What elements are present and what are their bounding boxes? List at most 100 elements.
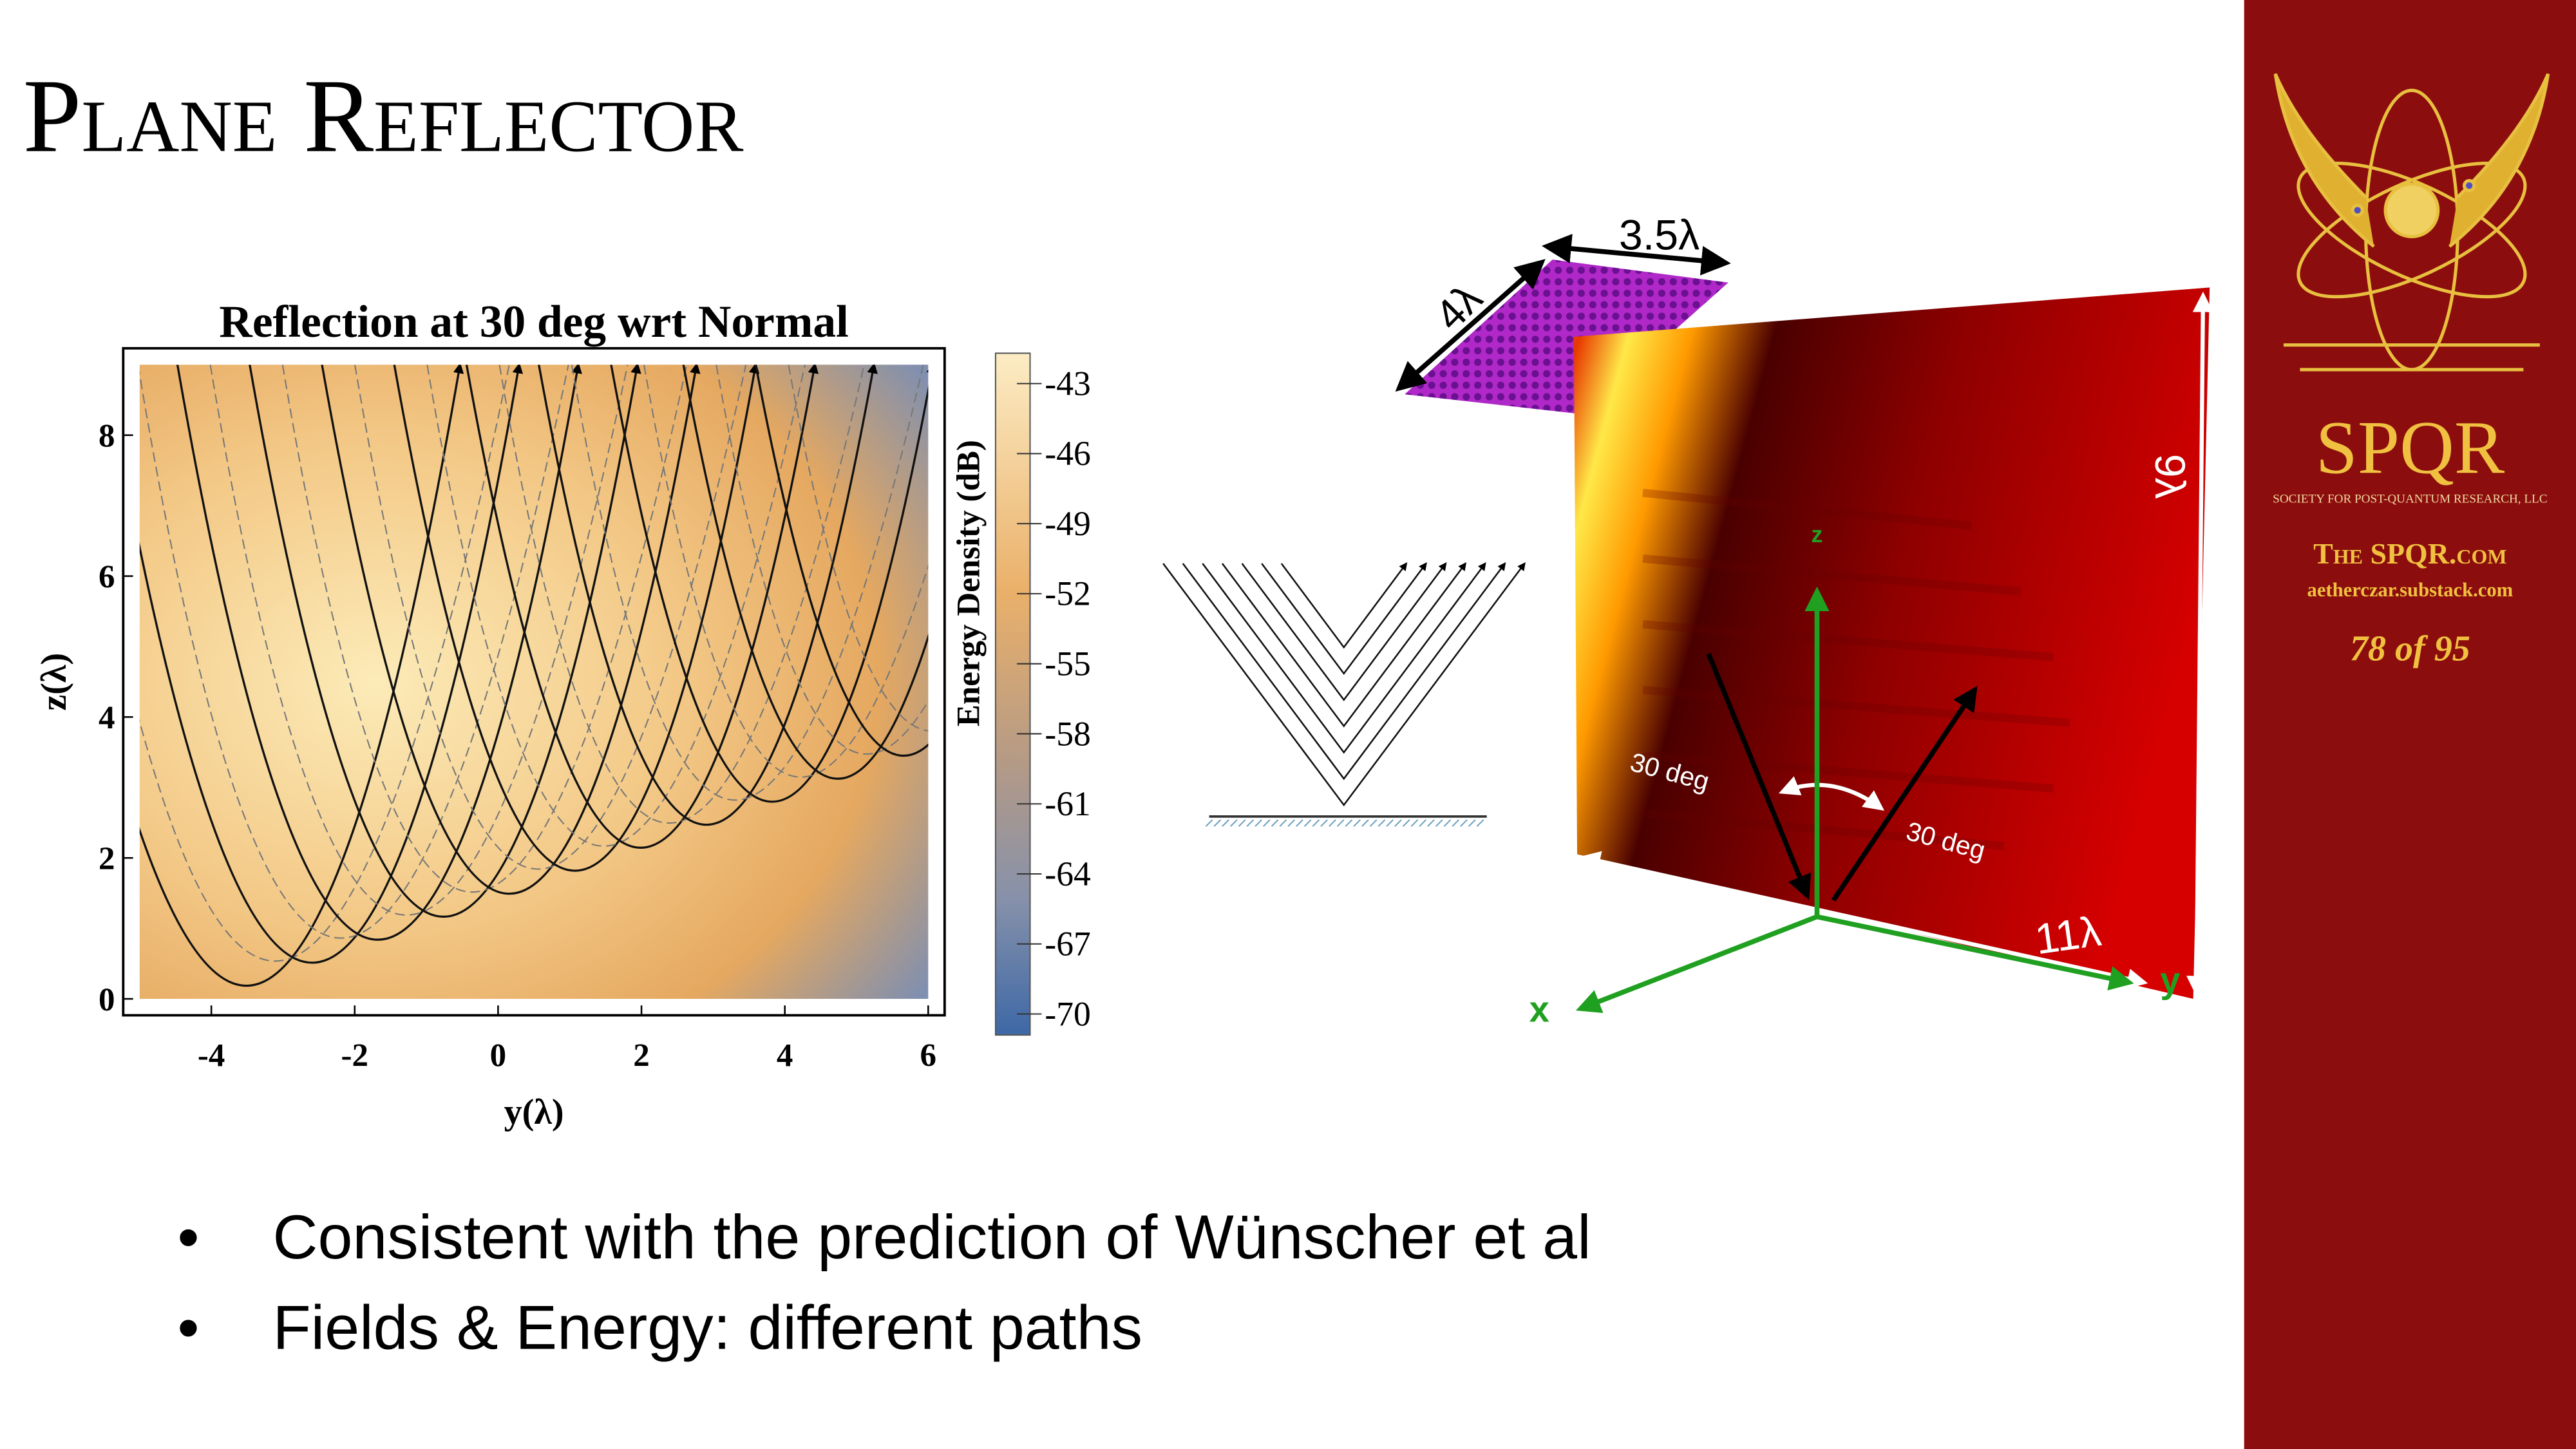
brand: SPQR (2316, 406, 2505, 490)
bullet-list: • Consistent with the prediction of Wüns… (178, 1202, 1591, 1362)
contour-line (139, 365, 569, 939)
height-label: 9λ (2146, 454, 2193, 499)
contour-line (139, 365, 510, 962)
y-axis-arrow (1816, 914, 2134, 990)
hatch (1255, 819, 1262, 827)
hatch (1320, 819, 1328, 827)
streamline (249, 365, 641, 918)
hatch (1246, 819, 1255, 827)
x-tick-label: 4 (777, 1038, 793, 1074)
hatch (1312, 819, 1320, 827)
field-plot: 3.5λ 4λ 9λ 11λ 30 deg 30 deg x y z (1395, 212, 2213, 1030)
hatch (1345, 819, 1353, 827)
y-tick-label: 2 (99, 841, 115, 877)
streamline (393, 365, 760, 872)
sidebar: SPQR SOCIETY FOR POST-QUANTUM RESEARCH, … (2244, 0, 2576, 1449)
length-arrow (1579, 851, 2148, 989)
hatch (1452, 819, 1460, 827)
heat-map (1573, 287, 2210, 999)
streamline (754, 365, 929, 757)
colorbar-tick-label: -49 (1045, 504, 1090, 543)
bullet-text: Consistent with the prediction of Wünsch… (272, 1202, 1591, 1272)
hatch (1369, 819, 1378, 827)
x-tick-label: 6 (920, 1038, 937, 1074)
x-axis-name: x (1530, 989, 1549, 1030)
hatch (1460, 819, 1468, 827)
contour-line (571, 365, 924, 801)
x-tick-label: -2 (341, 1038, 369, 1074)
incident-ray (1706, 652, 1812, 900)
colorbar (994, 352, 1031, 1036)
plot-title: Reflection at 30 deg wrt Normal (219, 296, 849, 347)
streamline (682, 365, 929, 780)
streamline (321, 365, 701, 895)
colorbar-tick-label: -52 (1045, 574, 1090, 613)
y-tick-label: 0 (99, 982, 115, 1018)
ray (1202, 562, 1486, 754)
y-tick-label: 4 (99, 700, 115, 736)
ray (1182, 562, 1506, 781)
hatch (1435, 819, 1443, 827)
substack: aetherczar.substack.com (2307, 579, 2514, 601)
hatch (1229, 819, 1238, 827)
bullet-marker: • (178, 1292, 200, 1362)
hatch (1238, 819, 1246, 827)
contour-line (426, 365, 806, 847)
contour-line (209, 365, 629, 916)
hatch (1271, 819, 1279, 827)
y-tick-label: 6 (99, 559, 115, 595)
contour-line (281, 365, 688, 893)
x-tick-label: -4 (198, 1038, 225, 1074)
page-number: 78 of 95 (2350, 629, 2470, 669)
hatch (1361, 819, 1369, 827)
contour-line (498, 365, 865, 824)
website: The SPQR.com (2313, 537, 2506, 570)
streamlines (139, 365, 929, 987)
colorbar-tick-label: -43 (1045, 364, 1090, 402)
fringes (1642, 488, 2070, 851)
hatch (1468, 819, 1476, 827)
hatch (1476, 819, 1484, 827)
x-tick-label: 2 (633, 1038, 650, 1074)
hatch (1336, 819, 1345, 827)
ray (1162, 562, 1526, 807)
hatch (1303, 819, 1312, 827)
hatch (1386, 819, 1394, 827)
streamline (465, 365, 819, 849)
streamline (139, 365, 524, 964)
hatch (1378, 819, 1386, 827)
z-axis-name: z (1811, 522, 1823, 547)
height-arrow (2186, 291, 2213, 997)
logo (2273, 73, 2550, 372)
plot-frame (122, 346, 946, 1017)
y-axis-name: y (2160, 960, 2180, 1000)
contour-line (354, 365, 747, 870)
colorbar-label: Energy Density (dB) (951, 440, 987, 726)
streamline (139, 365, 464, 987)
hatch (1205, 819, 1213, 827)
x-axis-arrow (1575, 914, 1818, 1014)
organization: SOCIETY FOR POST-QUANTUM RESEARCH, LLC (2273, 493, 2547, 506)
ray (1221, 562, 1467, 728)
contour-line (643, 365, 929, 778)
slide-title: Plane Reflector (23, 59, 744, 175)
width-arrow (1541, 234, 1731, 276)
hatch (1279, 819, 1287, 827)
hatch (1410, 819, 1419, 827)
colorbar-tick-label: -64 (1045, 855, 1090, 893)
ray (1280, 562, 1408, 649)
colorbar-tick-label: -61 (1045, 784, 1090, 823)
sidebar-background (2244, 0, 2576, 1449)
hatch (1296, 819, 1303, 827)
ray (1241, 562, 1447, 701)
depth-arrow (1395, 259, 1546, 392)
hatch (1287, 819, 1295, 827)
colorbar-tick-label: -55 (1045, 645, 1090, 683)
x-tick-label: 0 (490, 1038, 507, 1074)
width-label: 3.5λ (1619, 212, 1700, 260)
streamline (538, 365, 878, 826)
hatch (1394, 819, 1402, 827)
hatch (1329, 819, 1336, 827)
